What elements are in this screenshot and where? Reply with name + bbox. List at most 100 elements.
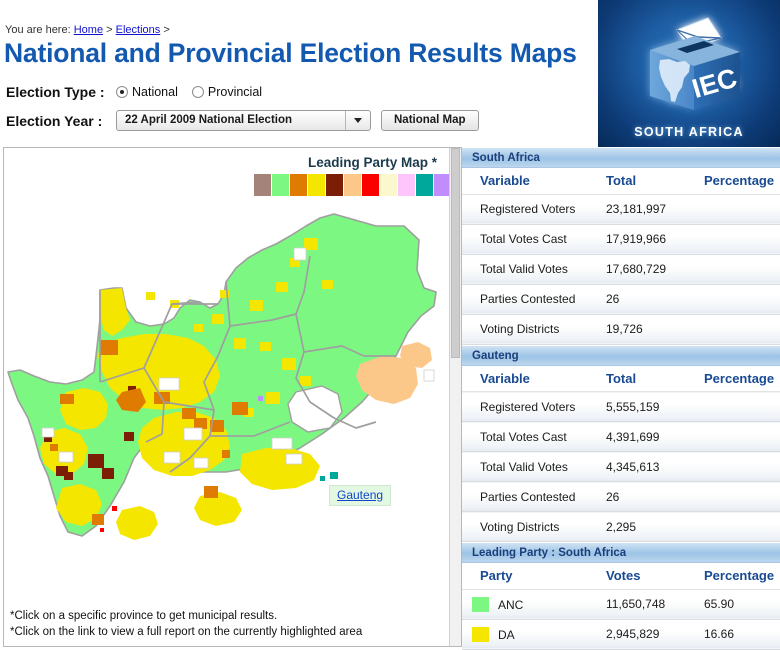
breadcrumb-prefix: You are here: [5,24,71,36]
party-color-swatch [472,626,489,642]
votes-cell: 11,650,748 [602,588,698,620]
breadcrumb-link-elections[interactable]: Elections [115,24,161,36]
column-header-percentage: Percentage [698,365,780,392]
table-row: Voting Districts 19,726 [462,313,780,345]
map-note-1: *Click on a specific province to get mun… [10,610,278,622]
map-legend-title: Leading Party Map * [307,155,437,170]
radio-national-label[interactable]: National [132,84,178,99]
total-cell: 26 [602,481,698,512]
column-header-total: Total [602,168,698,195]
table-row: Registered Voters 23,181,997 [462,193,780,225]
percentage-cell [698,223,780,255]
percentage-cell [698,391,780,422]
variable-cell: Total Valid Votes [462,451,602,482]
results-section-header: Gauteng [462,344,780,366]
chevron-down-icon[interactable] [345,111,370,130]
map-notes: *Click on a specific province to get mun… [10,608,362,640]
column-header-percentage: Percentage [698,168,780,195]
table-row: Total Valid Votes 4,345,613 [462,451,780,482]
variable-cell: Registered Voters [462,391,602,422]
map-scrollbar-thumb[interactable] [451,148,460,358]
percentage-cell: 16.66 [698,618,780,650]
percentage-cell [698,481,780,512]
radio-provincial[interactable] [191,85,204,98]
table-row: Parties Contested 26 [462,283,780,315]
breadcrumb-separator-2: > [163,24,170,36]
table-row: Voting Districts 2,295 [462,511,780,542]
election-type-row: Election Type : National Provincial [6,83,276,103]
total-cell: 2,295 [602,511,698,542]
percentage-cell [698,421,780,452]
column-header-percentage: Percentage [698,563,780,590]
percentage-cell [698,451,780,482]
column-header-variable: Variable [462,168,602,195]
table-row: Total Valid Votes 17,680,729 [462,253,780,285]
results-table: Variable Total Percentage Registered Voters… [462,168,780,345]
variable-cell: Total Valid Votes [462,253,602,285]
legend-swatch-7 [380,174,397,196]
breadcrumb-link-home[interactable]: Home [73,24,104,36]
legend-swatch-0 [254,174,271,196]
radio-provincial-label[interactable]: Provincial [207,84,263,99]
total-cell: 5,555,159 [602,391,698,422]
legend-swatch-4 [326,174,343,196]
variable-cell: Voting Districts [462,313,602,345]
table-header-row: Variable Total Percentage [462,168,780,195]
total-cell: 17,680,729 [602,253,698,285]
table-header-row: Party Votes Percentage [462,563,780,590]
election-year-label: Election Year : [6,112,103,129]
percentage-cell: 65.90 [698,588,780,620]
votes-cell: 2,945,829 [602,618,698,650]
party-cell: DA [462,618,602,650]
percentage-cell [698,511,780,542]
legend-swatch-2 [290,174,307,196]
map-province-link-gauteng[interactable]: Gauteng [329,485,392,506]
table-row: Total Votes Cast 4,391,699 [462,421,780,452]
results-section-header: Leading Party : South Africa [462,542,780,563]
total-cell: 17,919,966 [602,223,698,255]
variable-cell: Total Votes Cast [462,421,602,452]
table-row: Parties Contested 26 [462,481,780,512]
percentage-cell [698,193,780,225]
column-header-votes: Votes [602,563,698,590]
results-table: Party Votes Percentage ANC 11,650,748 65.90 DA… [462,563,780,650]
column-header-party: Party [462,563,602,590]
legend-swatch-8 [398,174,415,196]
legend-swatch-6 [362,174,379,196]
iec-ballot-box-logo-icon: IEC [650,17,740,110]
election-year-row: Election Year : 22 April 2009 National E… [6,110,479,134]
results-table: Variable Total Percentage Registered Voters… [462,365,780,542]
legend-swatch-1 [272,174,289,196]
election-year-select[interactable]: 22 April 2009 National Election [116,110,371,131]
total-cell: 19,726 [602,313,698,345]
party-cell: ANC [462,588,602,620]
page-title: National and Provincial Election Results… [4,38,577,68]
variable-cell: Total Votes Cast [462,223,602,255]
map-vertical-scrollbar[interactable] [449,148,461,646]
party-color-swatch [472,596,489,612]
column-header-total: Total [602,365,698,392]
results-panel: South Africa Variable Total Percentage Regis… [462,147,780,650]
variable-cell: Voting Districts [462,511,602,542]
variable-cell: Parties Contested [462,481,602,512]
election-type-label: Election Type : [6,83,105,100]
table-header-row: Variable Total Percentage [462,365,780,392]
variable-cell: Registered Voters [462,193,602,225]
legend-swatch-9 [416,174,433,196]
iec-logo-panel: IEC SOUTH AFRICA [598,0,780,147]
map-panel: Leading Party Map * [3,147,462,647]
radio-national[interactable] [116,85,128,98]
column-header-variable: Variable [462,365,602,392]
south-africa-choropleth-map[interactable] [4,196,450,596]
variable-cell: Parties Contested [462,283,602,315]
map-legend-swatches [254,174,451,196]
percentage-cell [698,283,780,315]
election-year-value: 22 April 2009 National Election [125,114,293,126]
total-cell: 26 [602,283,698,315]
percentage-cell [698,253,780,285]
logo-caption: SOUTH AFRICA [634,125,744,139]
legend-swatch-3 [308,174,325,196]
table-row: DA 2,945,829 16.66 [462,618,780,650]
national-map-button[interactable]: National Map [381,110,479,131]
